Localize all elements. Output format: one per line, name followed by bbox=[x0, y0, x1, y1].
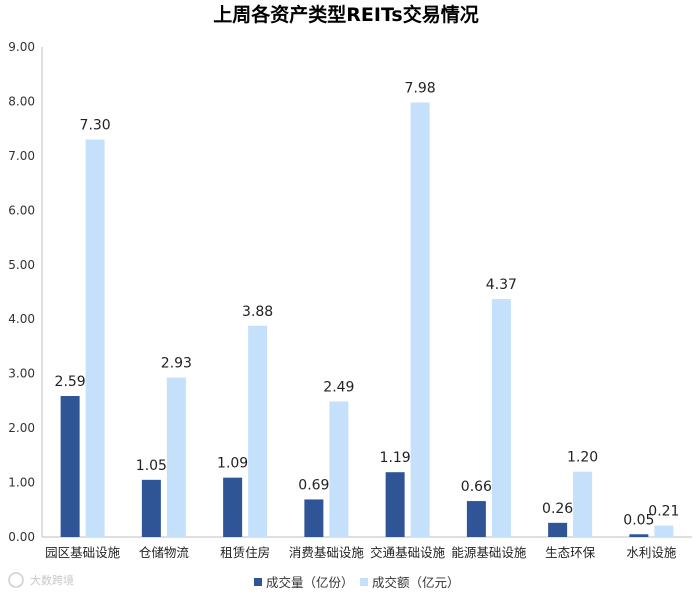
category-label: 租赁住房 bbox=[220, 545, 270, 560]
value-labels: 2.59 7.30 1.05 2.93 1.09 3.88 0.69 2.49 1.19 7.98… bbox=[55, 81, 680, 529]
y-tick-label: 9.00 bbox=[8, 40, 35, 54]
bar-turnover bbox=[491, 299, 511, 537]
data-label: 2.93 bbox=[161, 355, 192, 371]
legend: 成交量（亿份） 成交额（亿元） bbox=[254, 575, 460, 590]
watermark: 大数跨境 bbox=[8, 572, 74, 588]
bar-volume bbox=[60, 395, 80, 537]
data-label: 7.98 bbox=[405, 81, 436, 97]
data-label: 0.69 bbox=[298, 477, 329, 493]
data-label: 1.09 bbox=[217, 456, 248, 472]
bar-turnover bbox=[654, 525, 674, 537]
data-label: 2.49 bbox=[323, 379, 354, 395]
category-label: 生态环保 bbox=[545, 545, 596, 560]
bar-volume bbox=[223, 477, 243, 537]
category-label: 水利设施 bbox=[626, 545, 677, 560]
data-label: 1.19 bbox=[380, 450, 411, 466]
data-label: 3.88 bbox=[242, 304, 273, 320]
data-label: 0.66 bbox=[461, 479, 492, 495]
bar-turnover bbox=[410, 102, 430, 538]
y-tick-label: 5.00 bbox=[8, 258, 35, 272]
category-labels: 园区基础设施 仓储物流 租赁住房 消费基础设施 交通基础设施 能源基础设施 生态环保 水利设施 bbox=[45, 545, 677, 560]
y-tick-label: 4.00 bbox=[8, 312, 35, 326]
data-label: 0.26 bbox=[542, 501, 573, 517]
bar-volume bbox=[385, 472, 405, 537]
category-label: 园区基础设施 bbox=[45, 545, 121, 560]
bar-turnover bbox=[85, 139, 105, 538]
bar-volume bbox=[141, 479, 161, 537]
bar-volume bbox=[629, 534, 649, 537]
legend-entry: 成交量（亿份） bbox=[266, 575, 354, 590]
y-tick-label: 2.00 bbox=[8, 421, 35, 435]
bar-turnover bbox=[329, 401, 349, 537]
legend-entry: 成交额（亿元） bbox=[372, 575, 460, 590]
bar-volume bbox=[548, 522, 568, 537]
data-label: 2.59 bbox=[55, 374, 86, 390]
category-label: 能源基础设施 bbox=[451, 545, 527, 560]
y-tick-label: 0.00 bbox=[8, 530, 35, 544]
bar-volume bbox=[304, 499, 324, 537]
watermark-logo-icon bbox=[8, 572, 24, 588]
legend-swatch bbox=[360, 578, 368, 586]
category-label: 交通基础设施 bbox=[370, 545, 446, 560]
y-tick-label: 7.00 bbox=[8, 149, 35, 163]
watermark-text: 大数跨境 bbox=[30, 573, 74, 587]
data-label: 1.05 bbox=[136, 458, 167, 474]
bar-volume bbox=[466, 501, 486, 537]
y-tick-label: 3.00 bbox=[8, 367, 35, 381]
category-label: 仓储物流 bbox=[139, 545, 190, 560]
y-tick-label: 1.00 bbox=[8, 476, 35, 490]
bar-turnover bbox=[248, 325, 268, 537]
legend-swatch bbox=[254, 578, 262, 586]
y-tick-labels: 0.00 1.00 2.00 3.00 4.00 5.00 6.00 7.00 8.00 9.00 bbox=[8, 40, 35, 544]
chart-title: 上周各资产类型REITs交易情况 bbox=[213, 3, 478, 26]
data-label: 1.20 bbox=[567, 450, 598, 466]
data-label: 0.21 bbox=[648, 504, 679, 520]
y-tick-label: 6.00 bbox=[8, 203, 35, 217]
bar-turnover bbox=[166, 377, 186, 537]
bars bbox=[60, 102, 674, 538]
data-label: 0.05 bbox=[623, 512, 654, 528]
data-label: 4.37 bbox=[486, 277, 517, 293]
y-tick-label: 8.00 bbox=[8, 94, 35, 108]
category-label: 消费基础设施 bbox=[289, 545, 365, 560]
data-label: 7.30 bbox=[80, 118, 111, 134]
bar-turnover bbox=[573, 471, 593, 537]
